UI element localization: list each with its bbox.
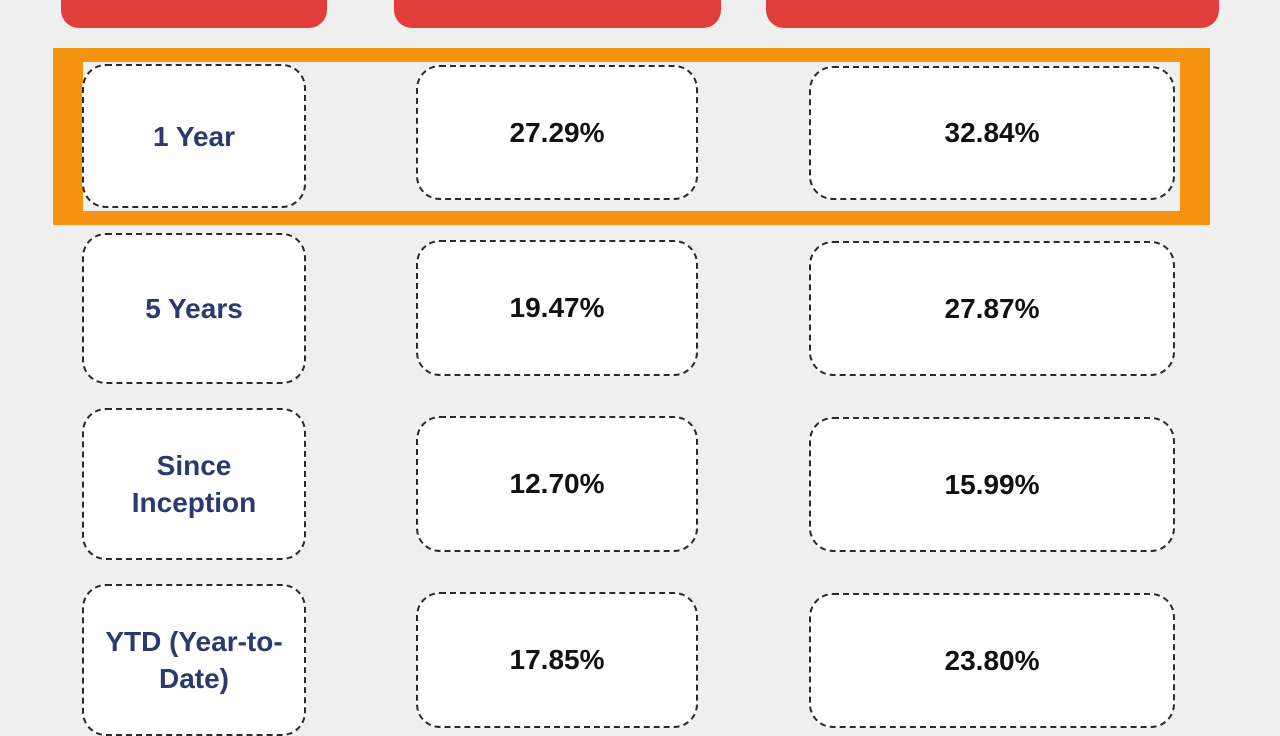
row-value-benchmark: 32.84% xyxy=(809,66,1175,200)
row-label-5-years: 5 Years xyxy=(82,233,306,384)
row-value-benchmark: 27.87% xyxy=(809,241,1175,376)
value-text: 27.87% xyxy=(944,292,1040,324)
value-text: 12.70% xyxy=(509,468,605,499)
row-label-text: 1 Year xyxy=(152,120,236,152)
header-period xyxy=(61,0,327,28)
row-value-fund: 17.85% xyxy=(416,592,698,728)
row-label-1-year: 1 Year xyxy=(82,64,306,208)
row-label-since-inception: Since Inception xyxy=(82,408,306,560)
value-text: 19.47% xyxy=(509,292,605,323)
row-value-fund: 12.70% xyxy=(416,416,698,552)
row-label-text: 5 Years xyxy=(145,293,243,324)
highlight-frame xyxy=(53,48,1210,225)
value-text: 15.99% xyxy=(944,468,1040,500)
row-label-ytd: YTD (Year-to-Date) xyxy=(82,584,306,736)
header-benchmark-return xyxy=(766,0,1219,28)
header-fund-return xyxy=(394,0,721,28)
row-value-fund: 27.29% xyxy=(416,65,698,200)
value-text: 17.85% xyxy=(509,644,605,675)
value-text: 27.29% xyxy=(509,116,605,148)
value-text: 32.84% xyxy=(944,117,1040,148)
row-label-text: Since Inception xyxy=(131,450,257,518)
value-text: 23.80% xyxy=(944,644,1040,676)
row-value-benchmark: 15.99% xyxy=(809,417,1175,552)
row-value-fund: 19.47% xyxy=(416,240,698,376)
row-label-text: YTD (Year-to-Date) xyxy=(105,626,283,694)
row-value-benchmark: 23.80% xyxy=(809,593,1175,728)
